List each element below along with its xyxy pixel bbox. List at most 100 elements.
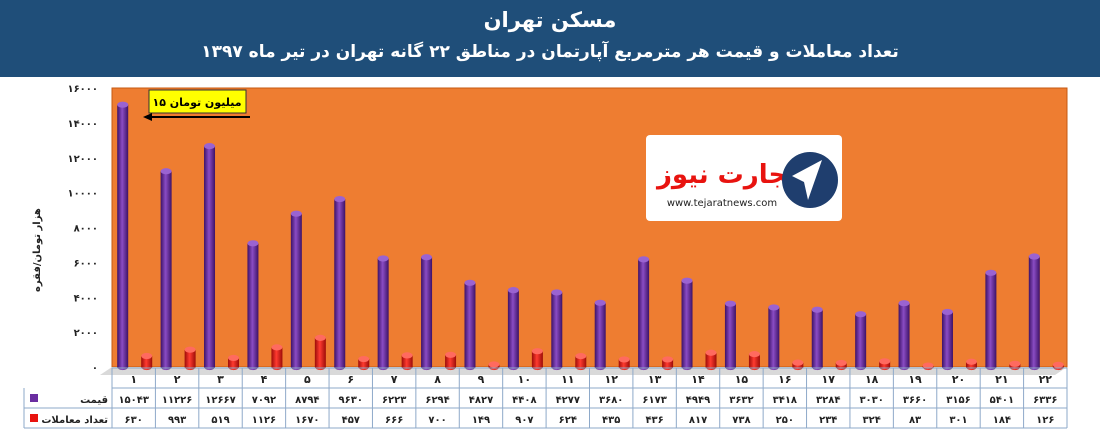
legend-swatch [30, 414, 38, 422]
data-label: ۶۲۲۳ [382, 395, 406, 406]
data-label: ۹۶۳۰ [339, 395, 363, 406]
y-tick-label: ۱۲۰۰۰ [67, 154, 98, 165]
x-tick-label: ۱۲ [604, 373, 618, 386]
data-label: ۳۶۸۰ [599, 395, 623, 406]
x-tick-label: ۱۴ [691, 373, 705, 386]
price-bar [594, 299, 606, 371]
data-label: ۶۲۹۴ [425, 395, 449, 406]
data-label: ۳۲۴ [863, 415, 881, 426]
y-tick-label: ۱۰۰۰۰ [67, 189, 98, 200]
x-tick-label: ۲ [174, 373, 181, 386]
data-label: ۹۰۷ [515, 415, 533, 426]
data-label: ۱۸۴ [993, 415, 1011, 426]
y-tick-label: ۱۴۰۰۰ [67, 119, 98, 130]
x-tick-label: ۸ [434, 373, 441, 386]
transactions-bar [922, 362, 934, 371]
transactions-bar [705, 349, 717, 371]
data-label: ۳۲۸۴ [816, 395, 840, 406]
x-tick-label: ۹ [478, 373, 485, 386]
price-bar [204, 143, 216, 371]
data-label: ۱۲۶۶۷ [205, 395, 236, 406]
y-tick-label: ۱۶۰۰۰ [67, 84, 98, 95]
transactions-bar [488, 361, 500, 371]
data-label: ۳۶۶۰ [903, 395, 927, 406]
x-tick-label: ۱۰ [518, 373, 531, 386]
data-label: ۶۶۶ [385, 415, 403, 426]
legend-entry: تعداد معاملات [41, 415, 108, 426]
price-bar [117, 101, 129, 371]
data-label: ۶۳۳۶ [1033, 395, 1057, 406]
price-bar [898, 300, 910, 371]
x-tick-label: ۱۵ [735, 373, 749, 386]
x-tick-label: ۶ [347, 373, 354, 386]
data-label: ۷۰۹۲ [252, 395, 276, 406]
transactions-bar [965, 358, 977, 371]
data-label: ۷۳۸ [732, 415, 750, 426]
transactions-bar [835, 359, 847, 371]
data-label: ۴۳۵ [602, 415, 620, 426]
data-label: ۶۲۴ [559, 415, 577, 426]
price-bar [768, 304, 780, 371]
transactions-bar [271, 344, 283, 371]
x-tick-label: ۱۸ [865, 373, 879, 386]
price-bar [507, 287, 519, 371]
data-label: ۵۱۹ [211, 415, 229, 426]
x-tick-label: ۱۳ [648, 373, 662, 386]
price-bar [855, 311, 867, 371]
transactions-bar [748, 351, 760, 371]
transactions-bar [1009, 360, 1021, 371]
legend-entry: قیمت [80, 395, 108, 406]
data-label: ۹۹۳ [168, 415, 186, 426]
data-label: ۱۲۶ [1036, 415, 1054, 426]
data-label: ۱۱۲۲۶ [162, 395, 193, 406]
transactions-bar [879, 358, 891, 371]
data-label: ۴۲۷۷ [556, 395, 580, 406]
x-tick-label: ۵ [304, 373, 311, 386]
x-tick-label: ۲۲ [1039, 373, 1053, 386]
transactions-bar [141, 352, 153, 371]
price-bar [377, 255, 389, 371]
data-label: ۵۴۰۱ [990, 395, 1014, 406]
y-tick-label: ۸۰۰۰ [74, 224, 98, 235]
transactions-bar [184, 346, 196, 371]
data-label: ۶۱۷۳ [642, 395, 666, 406]
logo-arrow-icon [792, 160, 822, 200]
annotation-text: ۱۵ میلیون تومان [152, 96, 241, 109]
data-label: ۳۰۳۰ [859, 395, 883, 406]
chart-title: مسکن تهران [483, 8, 617, 32]
transactions-bar [618, 356, 630, 371]
transactions-bar [1052, 361, 1064, 371]
transactions-bar [228, 354, 240, 371]
x-tick-label: ۱۱ [561, 373, 574, 386]
y-tick-label: ۰ [92, 363, 98, 374]
price-bar [551, 289, 563, 371]
price-bar [160, 168, 172, 371]
data-label: ۳۱۵۶ [946, 395, 970, 406]
transactions-bar [445, 351, 457, 371]
data-label: ۱۵۰۴۳ [118, 395, 149, 406]
data-label: ۶۳۰ [125, 415, 143, 426]
price-bar [681, 277, 693, 371]
x-tick-label: ۱۶ [778, 373, 791, 386]
price-bar [290, 210, 302, 371]
x-tick-label: ۴ [261, 373, 268, 386]
price-bar [985, 269, 997, 371]
tejaratnews-logo: تجارت نیوز www.tejaratnews.com [646, 135, 842, 221]
price-bar [638, 256, 650, 371]
data-label: ۲۳۴ [819, 415, 837, 426]
data-label: ۴۹۴۹ [686, 395, 710, 406]
data-label: ۱۴۹ [472, 415, 490, 426]
data-label: ۱۱۲۶ [252, 415, 276, 426]
x-tick-label: ۲۰ [952, 373, 965, 386]
data-label: ۳۴۱۸ [773, 395, 797, 406]
price-bar [1028, 253, 1040, 371]
data-label: ۸۱۷ [689, 415, 707, 426]
price-bar [941, 308, 953, 371]
x-tick-label: ۲۱ [995, 373, 1008, 386]
price-bar [334, 195, 346, 371]
price-bar [724, 300, 736, 371]
data-label: ۸۳ [909, 415, 921, 426]
x-tick-label: ۱۷ [822, 373, 836, 386]
transactions-bar [531, 348, 543, 371]
